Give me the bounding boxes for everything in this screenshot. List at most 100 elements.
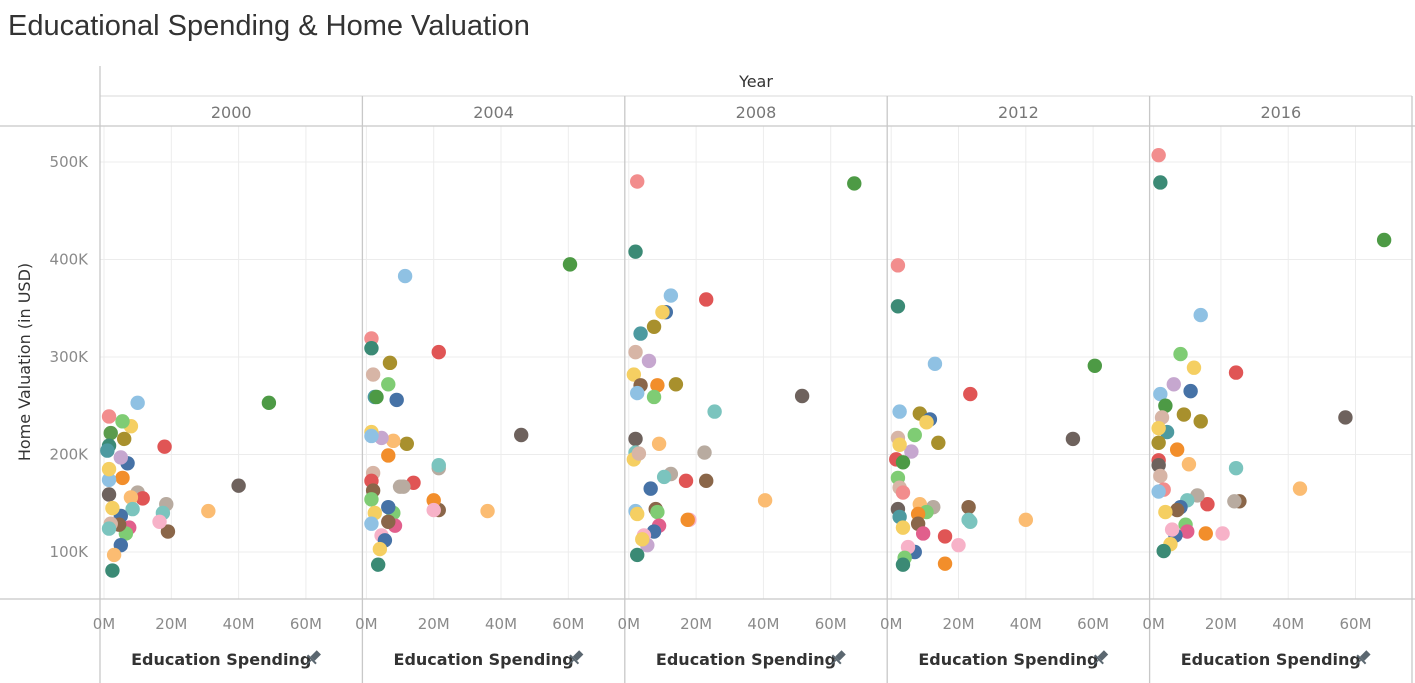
x-axis-title: Education Spending xyxy=(131,650,311,669)
data-point xyxy=(396,479,411,494)
x-tick-label: 40M xyxy=(1010,615,1042,633)
data-point xyxy=(1173,346,1188,362)
data-point xyxy=(1227,494,1242,509)
data-point xyxy=(895,455,911,470)
data-point xyxy=(951,537,966,553)
data-point xyxy=(892,437,907,452)
data-point xyxy=(697,445,712,460)
data-point xyxy=(1176,407,1192,422)
panel-label-2004: 2004 xyxy=(473,103,514,122)
data-point xyxy=(364,492,379,507)
y-tick-label: 200K xyxy=(50,446,90,464)
x-tick-label: 60M xyxy=(1340,615,1372,633)
data-point xyxy=(931,435,946,450)
data-point xyxy=(101,461,117,477)
x-tick-label: 0M xyxy=(1142,615,1165,633)
panel-label-2008: 2008 xyxy=(736,103,777,122)
data-point xyxy=(381,499,396,515)
pin-icon-head xyxy=(569,654,580,665)
data-point xyxy=(895,485,911,500)
data-point xyxy=(1228,460,1244,476)
data-point xyxy=(431,458,446,473)
y-tick-label: 300K xyxy=(50,348,90,366)
data-point xyxy=(201,503,216,519)
data-point xyxy=(907,427,922,443)
data-point xyxy=(630,506,645,522)
x-axis-title: Education Spending xyxy=(918,650,1098,669)
data-point xyxy=(160,524,176,539)
data-point xyxy=(915,526,931,541)
data-point xyxy=(961,499,976,515)
data-point xyxy=(892,404,907,419)
data-point xyxy=(1153,386,1168,402)
x-tick-label: 0M xyxy=(355,615,378,633)
data-point xyxy=(646,389,662,405)
data-point xyxy=(1151,420,1166,436)
data-point xyxy=(426,502,441,518)
data-point xyxy=(635,532,650,547)
data-point xyxy=(562,257,578,272)
data-point xyxy=(641,353,657,369)
pin-icon-body xyxy=(1097,650,1109,661)
pin-icon-needle xyxy=(568,659,575,665)
data-point xyxy=(103,425,118,441)
data-point xyxy=(919,415,934,430)
data-point xyxy=(1292,481,1308,496)
data-point xyxy=(963,514,978,529)
grid-layer xyxy=(100,126,1412,599)
data-point xyxy=(1200,497,1215,512)
data-point xyxy=(105,563,120,578)
data-point xyxy=(678,473,694,489)
pin-icon xyxy=(1355,650,1371,665)
data-point xyxy=(1065,431,1081,447)
data-point xyxy=(890,299,906,314)
data-point xyxy=(365,367,381,382)
data-point xyxy=(904,444,919,459)
data-point xyxy=(113,450,129,465)
x-tick-label: 40M xyxy=(747,615,779,633)
labels-layer: Year 100K 200K 300K 400K 500K Home Valuation (… xyxy=(15,72,1372,669)
pin-icon-head xyxy=(831,654,842,665)
data-point xyxy=(707,404,722,419)
points-layer xyxy=(100,147,1392,578)
data-point xyxy=(757,493,773,508)
data-point xyxy=(1193,414,1208,429)
data-point xyxy=(1158,504,1173,520)
data-point xyxy=(1181,457,1197,472)
data-point xyxy=(1156,543,1171,559)
data-point xyxy=(631,446,647,461)
y-tick-label: 400K xyxy=(50,251,90,269)
pin-icon-body xyxy=(572,650,584,661)
x-tick-label: 60M xyxy=(552,615,584,633)
pin-icon-needle xyxy=(306,659,312,665)
data-point xyxy=(646,319,662,334)
pin-icon xyxy=(568,650,584,665)
data-point xyxy=(514,427,529,443)
data-point xyxy=(650,504,665,520)
data-point xyxy=(699,292,714,307)
data-point xyxy=(106,547,122,563)
column-header: Year xyxy=(738,72,773,91)
pin-icon xyxy=(831,650,846,665)
data-point xyxy=(364,516,379,531)
data-point xyxy=(382,355,398,371)
data-point xyxy=(1169,442,1185,457)
pin-icon-body xyxy=(1359,650,1371,661)
data-point xyxy=(628,344,643,360)
data-point xyxy=(386,433,401,449)
data-point xyxy=(1164,522,1180,537)
data-point xyxy=(680,512,695,528)
data-point xyxy=(381,514,396,529)
chart-title: Educational Spending & Home Valuation xyxy=(8,10,530,42)
x-tick-label: 20M xyxy=(680,615,712,633)
data-point xyxy=(937,556,953,571)
data-point xyxy=(130,395,145,411)
data-point xyxy=(630,385,645,401)
data-point xyxy=(125,501,140,517)
data-point xyxy=(101,472,117,488)
data-point xyxy=(1151,484,1166,499)
data-point xyxy=(1215,526,1230,541)
data-point xyxy=(626,367,642,382)
data-point xyxy=(389,392,404,408)
pin-icon-head xyxy=(1356,654,1367,665)
